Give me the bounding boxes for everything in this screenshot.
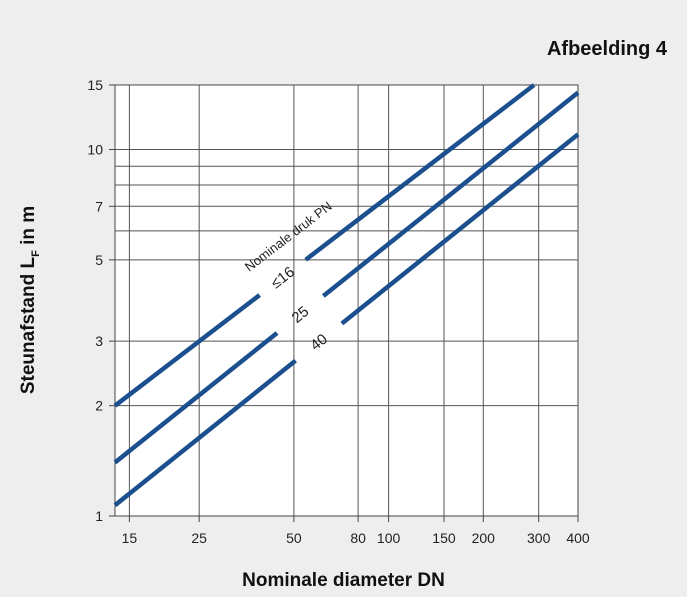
y-tick-label: 7	[95, 198, 103, 214]
series-line-1-b	[304, 83, 536, 262]
x-tick-label: 200	[472, 530, 496, 546]
series-label: 40	[307, 331, 331, 355]
series-line-2-a	[113, 331, 279, 465]
y-tick-label: 3	[95, 333, 103, 349]
x-tick-label: 400	[566, 530, 590, 546]
x-tick-label: 300	[527, 530, 551, 546]
x-axis-label: Nominale diameter DN	[242, 570, 445, 591]
y-tick-label: 10	[87, 142, 103, 158]
x-tick-label: 25	[191, 530, 207, 546]
y-tick-label: 1	[95, 508, 103, 524]
series-line-2-b	[321, 90, 580, 298]
x-tick-label: 80	[350, 530, 366, 546]
grid-lines	[115, 85, 578, 516]
series-label: 25	[289, 303, 313, 327]
x-tick-label: 15	[122, 530, 138, 546]
series-group	[113, 83, 580, 507]
y-tick-label: 2	[95, 398, 103, 414]
series-line-1-a	[113, 293, 261, 408]
series-line-3-a	[113, 358, 297, 507]
y-tick-label: 5	[95, 252, 103, 268]
y-tick-label: 15	[87, 77, 103, 93]
x-tick-label: 150	[432, 530, 456, 546]
tick-labels: 1 2 3 5 7 10 15 15 25 50 80 100 150 200 300 400	[87, 77, 589, 546]
figure-label: Afbeelding 4	[546, 38, 667, 60]
x-tick-label: 50	[286, 530, 302, 546]
x-tick-label: 100	[377, 530, 401, 546]
series-line-3-b	[340, 132, 580, 326]
